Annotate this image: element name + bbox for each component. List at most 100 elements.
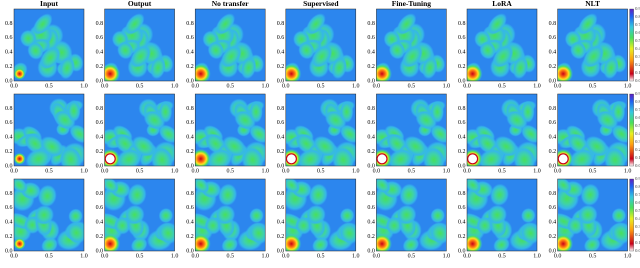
- x-tick-label: 0.0: [191, 168, 199, 174]
- plot-area: [557, 9, 628, 81]
- field-blob: [306, 204, 326, 225]
- contour-plot: 0.0 0.5 1.0 0.0 0.2 0.4 0.6 0.8: [458, 178, 541, 259]
- plot-area: [14, 94, 84, 166]
- column-title: NLT: [585, 0, 600, 8]
- y-tick-label: 0.0: [5, 163, 13, 169]
- field-blob: [34, 205, 54, 225]
- field-blob: [339, 208, 355, 224]
- x-tick-label: 1.0: [443, 253, 451, 259]
- y-tick-label: 0.4: [277, 135, 285, 141]
- x-tick-label: 1.0: [533, 168, 541, 174]
- field-blob: [487, 204, 507, 225]
- y-tick-label: 0.0: [277, 163, 285, 169]
- y-tick-label: 0.0: [186, 248, 194, 254]
- y-tick-label: 0.8: [5, 106, 13, 112]
- y-tick-label: 0.6: [458, 205, 466, 211]
- y-tick-label: 0.0: [96, 78, 104, 84]
- y-tick-label: 0.4: [96, 135, 104, 141]
- field-blob: [396, 13, 417, 35]
- field-blob: [297, 148, 324, 166]
- colorbar-tick-label: 0.21: [635, 232, 640, 237]
- contour-plot: 0.0 0.5 1.0 0.0 0.2 0.4 0.6 0.8: [186, 178, 269, 259]
- y-tick-label: 0.2: [96, 149, 104, 155]
- field-blob: [308, 183, 328, 206]
- field-blob: [569, 148, 595, 166]
- contour-plot: 0.0 0.5 1.0 0.0 0.2 0.4 0.6 0.8: [277, 178, 360, 259]
- plot-area: [14, 179, 84, 251]
- x-tick-label: 0.0: [554, 168, 562, 174]
- y-tick-label: 0.4: [96, 50, 104, 56]
- field-blob: [59, 56, 75, 80]
- field-blob: [583, 44, 605, 68]
- x-tick-label: 0.5: [226, 253, 234, 259]
- x-tick-label: 0.0: [373, 253, 381, 259]
- y-tick-label: 0.4: [367, 50, 375, 56]
- colorbar: [629, 178, 634, 252]
- plot-area: [557, 94, 628, 166]
- y-tick-label: 0.4: [458, 220, 466, 226]
- x-tick-label: 0.5: [589, 83, 597, 89]
- field-blob: [476, 216, 494, 235]
- y-tick-label: 0.8: [458, 21, 466, 27]
- field-blob: [603, 146, 627, 166]
- field-blob: [603, 56, 619, 80]
- colorbar-tick-label: 0.21: [635, 147, 640, 152]
- y-tick-label: 0.0: [458, 78, 466, 84]
- y-tick-label: 0.4: [186, 220, 194, 226]
- colorbar-tick-label: 0.95: [635, 176, 640, 181]
- x-tick-label: 0.5: [498, 168, 506, 174]
- y-tick-label: 0.0: [549, 78, 557, 84]
- plot-area: [104, 9, 175, 81]
- x-tick-label: 1.0: [261, 253, 269, 259]
- x-tick-label: 0.0: [191, 253, 199, 259]
- colorbar-tick-label: 0.32: [635, 224, 640, 229]
- plot-area: [376, 9, 447, 81]
- x-tick-label: 0.0: [282, 83, 290, 89]
- x-tick-label: 0.0: [463, 253, 471, 259]
- x-tick-label: 0.5: [408, 83, 416, 89]
- y-tick-label: 0.2: [367, 234, 375, 240]
- y-tick-label: 0.8: [186, 106, 194, 112]
- plot-area: [285, 94, 356, 166]
- contour-plot: 0.0 0.5 1.0 0.0 0.2 0.4 0.6 0.8: [5, 178, 88, 259]
- field-blob: [32, 13, 53, 35]
- x-tick-label: 0.0: [10, 83, 18, 89]
- y-tick-label: 0.6: [367, 120, 375, 126]
- y-tick-label: 0.6: [186, 120, 194, 126]
- y-tick-label: 0.2: [549, 234, 557, 240]
- colorbar-tick-label: 0.74: [635, 192, 640, 197]
- field-blob: [492, 44, 514, 68]
- contour-plot: 0.0 0.5 1.0 0.0 0.2 0.4 0.6 0.8: [549, 178, 631, 259]
- x-tick-label: 0.5: [408, 168, 416, 174]
- contour-plot: 0.0 0.5 1.0 0.0 0.2 0.4 0.6 0.8: [277, 8, 360, 89]
- y-tick-label: 0.6: [458, 120, 466, 126]
- field-blob: [114, 216, 131, 235]
- x-tick-label: 1.0: [80, 168, 88, 174]
- field-blob: [422, 146, 446, 166]
- field-blob: [14, 179, 28, 194]
- contour-plot: 0.0 0.5 1.0 0.0 0.2 0.4 0.6 0.8: [367, 8, 450, 89]
- hot-spot: [467, 63, 483, 81]
- field-blob: [41, 237, 58, 251]
- hot-spot: [195, 233, 211, 251]
- x-tick-label: 0.0: [101, 83, 109, 89]
- plot-frame: [466, 93, 538, 167]
- x-tick-label: 0.0: [554, 83, 562, 89]
- hot-spot: [104, 63, 121, 81]
- plot-frame: [285, 93, 357, 167]
- field-blob: [339, 124, 356, 144]
- field-blob: [295, 216, 312, 235]
- hot-spot: [285, 63, 302, 81]
- y-tick-label: 0.4: [458, 50, 466, 56]
- plot-frame: [557, 178, 628, 252]
- y-tick-label: 0.0: [186, 78, 194, 84]
- plot-area: [557, 179, 628, 251]
- field-blob: [222, 135, 247, 157]
- plot-area: [467, 94, 537, 166]
- colorbar-tick-label: 0.95: [635, 6, 640, 11]
- x-tick-label: 0.0: [282, 253, 290, 259]
- x-tick-label: 0.5: [408, 253, 416, 259]
- field-blob: [69, 124, 84, 144]
- colorbar-tick-label: 0.63: [635, 115, 640, 120]
